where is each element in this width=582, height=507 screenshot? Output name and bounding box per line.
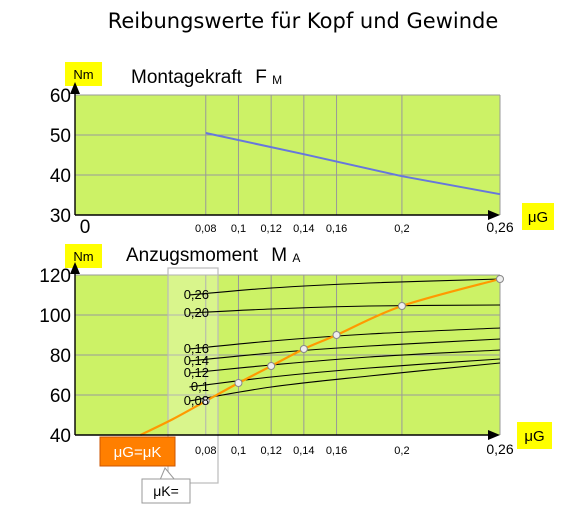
family-label: 0,14 <box>184 353 209 368</box>
x-tick-label: 0,12 <box>260 445 281 457</box>
bottom-chart-title-subscript: A <box>292 251 300 265</box>
family-curve-1 <box>189 304 501 314</box>
top-x-tick-labels: 0,08 0,1 0,12 0,14 0,16 0,2 0,26 <box>195 219 514 235</box>
x-tick-label: 0,2 <box>394 445 409 457</box>
equal-friction-point <box>234 379 243 387</box>
montagekraft-line <box>205 132 501 196</box>
bottom-unit-badge: Nm <box>73 249 93 264</box>
family-label: 0,20 <box>184 305 209 320</box>
bottom-family-labels: 0,26 0,20 0,160,140,120,10,08 <box>184 287 209 408</box>
family-curve-3 <box>189 338 501 362</box>
bottom-xlabel-symbol: μ <box>524 428 533 445</box>
x-tick-label: 0,16 <box>326 223 347 235</box>
top-chart-title-subscript: M <box>272 73 282 87</box>
x-tick-label: 0,08 <box>195 223 216 235</box>
family-curve-0 <box>189 278 501 296</box>
x-tick-label: 0,2 <box>394 223 409 235</box>
family-label: 0,12 <box>184 365 209 380</box>
family-label: 0,1 <box>191 379 209 394</box>
x-tick-label: 0,26 <box>486 219 513 235</box>
top-unit-badge: Nm <box>73 67 93 82</box>
bottom-chart-title-text: Anzugsmoment <box>126 245 259 266</box>
bottom-x-tick-labels: 0,08 0,1 0,12 0,14 0,16 0,2 0,26 <box>195 441 514 457</box>
x-tick-label: 0,08 <box>195 445 216 457</box>
bottom-chart-title: Anzugsmoment M A <box>126 245 300 266</box>
x-tick-label: 0,1 <box>231 223 246 235</box>
mu-k-callout-label: μK= <box>153 483 179 499</box>
top-xlabel-subscript: G <box>536 209 548 226</box>
x-tick-label: 0,14 <box>293 445 314 457</box>
x-tick-label: 0,26 <box>486 441 513 457</box>
mu-k-highlight-column <box>167 267 219 484</box>
y-tick-label: 120 <box>39 266 71 287</box>
bottom-xlabel-badge-box <box>517 422 552 449</box>
family-curve-4 <box>189 349 501 374</box>
top-grid <box>75 94 501 215</box>
top-plot-area <box>75 95 500 215</box>
top-chart-title: Montagekraft F M <box>131 67 282 88</box>
y-tick-label: 50 <box>50 126 71 147</box>
mu-k-callout-box <box>141 478 191 504</box>
family-label: 0,16 <box>184 341 209 356</box>
bottom-y-tick-labels: 120 100 80 60 40 <box>39 266 71 447</box>
x-tick-label: 0,14 <box>293 223 314 235</box>
family-curve-2 <box>189 327 501 350</box>
top-unit-badge-box <box>65 62 102 86</box>
top-x-origin-label: 0 <box>80 217 91 238</box>
x-tick-label: 0,12 <box>260 223 281 235</box>
bottom-xlabel-subscript: G <box>533 428 545 445</box>
family-label: 0,08 <box>184 393 209 408</box>
equal-friction-point <box>496 275 504 283</box>
montagekraft-chart: Nm Montagekraft F M 60 50 40 30 0,08 0,1 0,12… <box>50 62 554 238</box>
equal-friction-point <box>332 331 341 339</box>
top-chart-title-text: Montagekraft <box>131 67 243 88</box>
equal-friction-point <box>299 345 308 353</box>
equal-friction-point <box>267 362 276 370</box>
legend-badge: μG=μK <box>114 444 162 461</box>
page-title: Reibungswerte für Kopf und Gewinde <box>108 9 499 33</box>
bottom-unit-badge-box <box>65 244 102 268</box>
y-tick-label: 60 <box>50 86 71 107</box>
bottom-equal-friction-curve <box>139 275 504 436</box>
family-curve-6 <box>189 362 501 402</box>
top-y-axis-arrow <box>70 82 80 94</box>
top-x-axis-arrow <box>488 210 500 220</box>
bottom-grid <box>75 274 501 435</box>
y-tick-label: 100 <box>39 306 71 327</box>
y-tick-label: 60 <box>50 386 71 407</box>
x-tick-label: 0,1 <box>231 445 246 457</box>
family-curve-5 <box>189 358 501 388</box>
bottom-chart-title-symbol: M <box>271 245 287 266</box>
anzugsmoment-chart: Nm Anzugsmoment M A 0,260,200,160,140,12… <box>39 244 552 504</box>
bottom-y-axis-arrow <box>70 262 80 274</box>
y-tick-label: 40 <box>50 426 71 447</box>
top-xlabel-badge-box <box>522 203 554 230</box>
top-xlabel-symbol: μ <box>528 209 537 226</box>
family-label: 0,26 <box>184 287 209 302</box>
equal-friction-point <box>397 302 406 310</box>
legend-badge-box <box>99 436 176 467</box>
bottom-family-curves <box>189 278 501 402</box>
y-tick-label: 40 <box>50 166 71 187</box>
equal-friction-point <box>201 397 210 405</box>
top-xlabel-badge: μG <box>528 209 548 226</box>
x-tick-label: 0,16 <box>326 445 347 457</box>
y-tick-label: 80 <box>50 346 71 367</box>
top-chart-title-symbol: F <box>255 67 267 88</box>
bottom-x-axis-arrow <box>488 430 500 440</box>
top-series <box>205 132 501 196</box>
y-tick-label: 30 <box>50 206 71 227</box>
bottom-xlabel-badge: μG <box>524 428 544 445</box>
top-y-tick-labels: 60 50 40 30 <box>50 86 71 227</box>
